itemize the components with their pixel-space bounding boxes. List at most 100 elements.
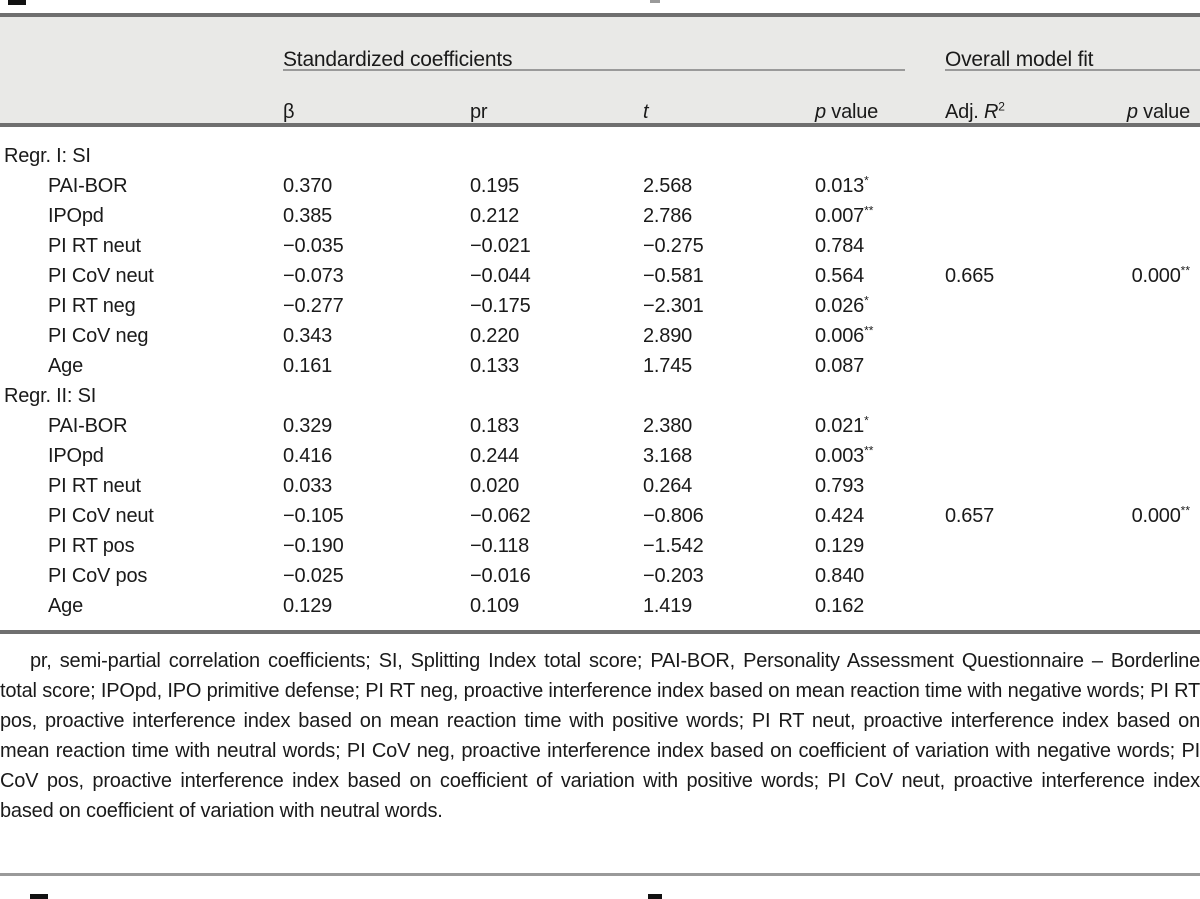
- value-text: 0.000: [1131, 264, 1181, 287]
- value-cell-beta: −0.105: [283, 505, 470, 528]
- value-text: −0.016: [470, 564, 531, 587]
- value-text: 0.162: [815, 594, 865, 617]
- value-cell-p: 0.840: [815, 565, 945, 588]
- row-label: PI CoV pos: [0, 565, 283, 588]
- value-text: −0.581: [643, 264, 704, 287]
- value-cell-pr: −0.118: [470, 535, 643, 558]
- section-header-row: Regr. I: SI: [0, 141, 1200, 171]
- value-text: −1.542: [643, 534, 704, 557]
- value-cell-t: −2.301: [643, 295, 815, 318]
- row-label: PI RT neut: [0, 235, 283, 258]
- row-label-text: PI CoV neut: [48, 264, 154, 287]
- value-text: −0.044: [470, 264, 531, 287]
- value-text: −0.073: [283, 264, 344, 287]
- value-cell-p: 0.793: [815, 475, 945, 498]
- value-text: 0.161: [283, 354, 333, 377]
- value-text: 0.220: [470, 324, 520, 347]
- value-text: −0.021: [470, 234, 531, 257]
- value-text: 0.244: [470, 444, 520, 467]
- value-text: 0.424: [815, 504, 865, 527]
- value-cell-p: 0.424: [815, 505, 945, 528]
- table-row: PI CoV neut −0.105 −0.062 −0.806 0.424 0.657 0…: [0, 501, 1200, 531]
- value-text: 0.793: [815, 474, 865, 497]
- row-label-text: PI CoV pos: [48, 564, 148, 587]
- value-cell-beta: 0.385: [283, 205, 470, 228]
- value-cell-pr: 0.244: [470, 445, 643, 468]
- value-text: 0.021: [815, 414, 865, 437]
- value-cell-beta: −0.035: [283, 235, 470, 258]
- row-label: PAI-BOR: [0, 415, 283, 438]
- value-text: 2.568: [643, 174, 693, 197]
- value-cell-t: 2.380: [643, 415, 815, 438]
- group-header-standardized-coefficients: Standardized coefficients: [283, 48, 513, 71]
- significance-asterisks: *: [864, 172, 869, 187]
- table-row: IPOpd 0.416 0.244 3.168 0.003**: [0, 441, 1200, 471]
- row-label-text: PI RT neut: [48, 474, 141, 497]
- value-text: 0.109: [470, 594, 520, 617]
- value-text: −0.203: [643, 564, 704, 587]
- value-cell-adj_r2: 0.665: [945, 265, 1075, 288]
- value-text: −0.175: [470, 294, 531, 317]
- crop-artifact-top-middle: [650, 0, 660, 3]
- page-bottom-rule: [0, 873, 1200, 876]
- row-label: PI CoV neut: [0, 265, 283, 288]
- value-cell-p: 0.021*: [815, 412, 945, 438]
- table-row: PI RT neg −0.277 −0.175 −2.301 0.026*: [0, 291, 1200, 321]
- value-cell-beta: −0.025: [283, 565, 470, 588]
- value-text: 0.087: [815, 354, 865, 377]
- table-row: IPOpd 0.385 0.212 2.786 0.007**: [0, 201, 1200, 231]
- significance-asterisks: *: [864, 412, 869, 427]
- section-title: Regr. I: SI: [4, 144, 91, 167]
- value-cell-pr: 0.133: [470, 355, 643, 378]
- value-cell-adj_r2: 0.657: [945, 505, 1075, 528]
- value-text: 0.329: [283, 414, 333, 437]
- value-text: 1.419: [643, 594, 693, 617]
- row-label: PI RT neut: [0, 475, 283, 498]
- value-text: 0.212: [470, 204, 520, 227]
- value-text: 0.385: [283, 204, 333, 227]
- crop-artifact-top-left: [8, 0, 26, 5]
- row-label: IPOpd: [0, 445, 283, 468]
- value-text: −0.062: [470, 504, 531, 527]
- value-text: 0.000: [1131, 504, 1181, 527]
- value-cell-t: −0.806: [643, 505, 815, 528]
- value-text: 0.129: [283, 594, 333, 617]
- table-footnote: pr, semi-partial correlation coefficient…: [0, 650, 1200, 822]
- value-text: −0.118: [470, 534, 530, 557]
- value-cell-beta: 0.329: [283, 415, 470, 438]
- value-cell-t: −0.581: [643, 265, 815, 288]
- row-label: PI RT pos: [0, 535, 283, 558]
- crop-artifact-bottom-middle: [648, 894, 662, 899]
- section-header-row: Regr. II: SI: [0, 381, 1200, 411]
- value-text: 0.129: [815, 534, 865, 557]
- value-cell-pr: −0.044: [470, 265, 643, 288]
- row-label-text: PI RT pos: [48, 534, 135, 557]
- value-text: 0.657: [945, 504, 995, 527]
- value-text: 0.564: [815, 264, 865, 287]
- value-cell-beta: 0.129: [283, 595, 470, 618]
- table-top-rule: [0, 13, 1200, 17]
- value-text: 0.370: [283, 174, 333, 197]
- group1-underline-rule: [283, 69, 905, 71]
- value-cell-t: −0.275: [643, 235, 815, 258]
- significance-asterisks: **: [1180, 262, 1190, 277]
- value-cell-beta: −0.190: [283, 535, 470, 558]
- value-cell-p: 0.087: [815, 355, 945, 378]
- value-text: −0.806: [643, 504, 704, 527]
- row-label-text: PI CoV neg: [48, 324, 149, 347]
- value-cell-p: 0.129: [815, 535, 945, 558]
- value-text: 3.168: [643, 444, 693, 467]
- column-header-model-p-value: p value: [1126, 100, 1190, 123]
- column-header-pr: pr: [470, 100, 488, 123]
- value-text: 2.380: [643, 414, 693, 437]
- value-text: −0.277: [283, 294, 344, 317]
- value-cell-beta: −0.073: [283, 265, 470, 288]
- value-cell-beta: 0.370: [283, 175, 470, 198]
- row-label-text: Age: [48, 354, 83, 377]
- table-row: PI CoV neut −0.073 −0.044 −0.581 0.564 0.665 0…: [0, 261, 1200, 291]
- value-text: 0.006: [815, 324, 865, 347]
- value-text: −2.301: [643, 294, 704, 317]
- value-cell-p: 0.006**: [815, 324, 945, 348]
- column-header-row: β pr t p value Adj. R2 p value: [0, 97, 1200, 127]
- row-label: PI CoV neg: [0, 325, 283, 348]
